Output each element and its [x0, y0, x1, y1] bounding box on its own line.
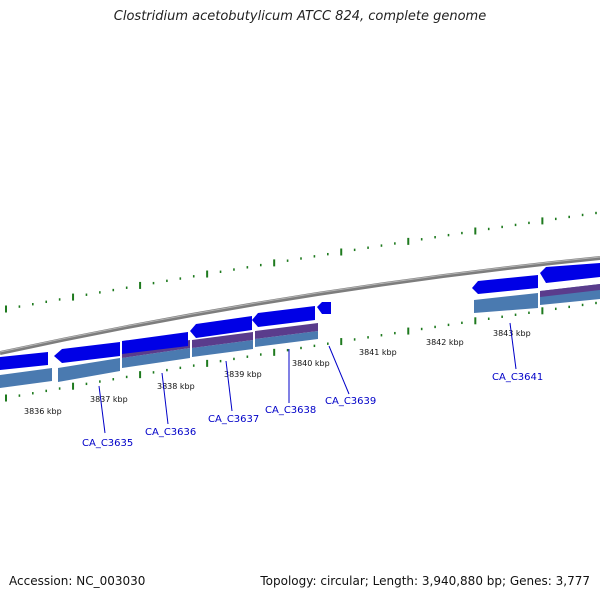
gene-label[interactable]: CA_C3635 [82, 438, 133, 449]
cds-band [58, 358, 120, 382]
gene-track [0, 263, 600, 370]
kbp-label: 3839 kbp [224, 370, 262, 379]
gene-leader-line [161, 372, 169, 425]
gene-arrow[interactable] [540, 263, 600, 283]
gene-labels: CA_C3635 CA_C3636 CA_C3637 CA_C3638 CA_C… [82, 372, 543, 449]
gene-arrow[interactable] [122, 332, 188, 354]
gene-leader-line [225, 360, 233, 412]
kbp-label: 3840 kbp [292, 359, 330, 368]
genome-summary-text: Topology: circular; Length: 3,940,880 bp… [260, 574, 590, 588]
kbp-label: 3836 kbp [24, 407, 62, 416]
gene-label[interactable]: CA_C3638 [265, 405, 316, 416]
inner-tick-ring [5, 301, 597, 402]
gene-arrow[interactable] [190, 316, 252, 338]
gene-leader-line [328, 345, 350, 395]
gene-arrow[interactable] [472, 275, 538, 294]
gene-arrow[interactable] [317, 302, 331, 314]
gene-arrow[interactable] [54, 342, 120, 363]
gene-leader-line [509, 322, 517, 370]
genome-backbone [0, 256, 600, 355]
cds-band [192, 340, 253, 357]
gene-label[interactable]: CA_C3636 [145, 427, 196, 438]
cds-band [540, 284, 600, 297]
cds-band [0, 368, 52, 388]
gene-leaders [98, 322, 517, 434]
kbp-label: 3837 kbp [90, 395, 128, 404]
gene-label[interactable]: CA_C3639 [325, 396, 376, 407]
map-title: Clostridium acetobutylicum ATCC 824, com… [113, 9, 487, 24]
cds-band [255, 323, 318, 339]
cds-band [474, 293, 538, 313]
cds-band [122, 348, 190, 368]
outer-tick-ring [5, 211, 597, 313]
gene-label[interactable]: CA_C3641 [492, 372, 543, 383]
kbp-label: 3841 kbp [359, 348, 397, 357]
cds-band [192, 332, 253, 348]
gene-label[interactable]: CA_C3637 [208, 414, 259, 425]
gene-leader-line [98, 385, 106, 434]
genome-backbone-highlight [0, 256, 600, 353]
kbp-label: 3842 kbp [426, 338, 464, 347]
cds-band [255, 331, 318, 347]
accession-text: Accession: NC_003030 [9, 574, 146, 588]
gene-arrow[interactable] [0, 352, 48, 370]
gene-arrow[interactable] [252, 306, 315, 327]
kbp-label: 3838 kbp [157, 382, 195, 391]
